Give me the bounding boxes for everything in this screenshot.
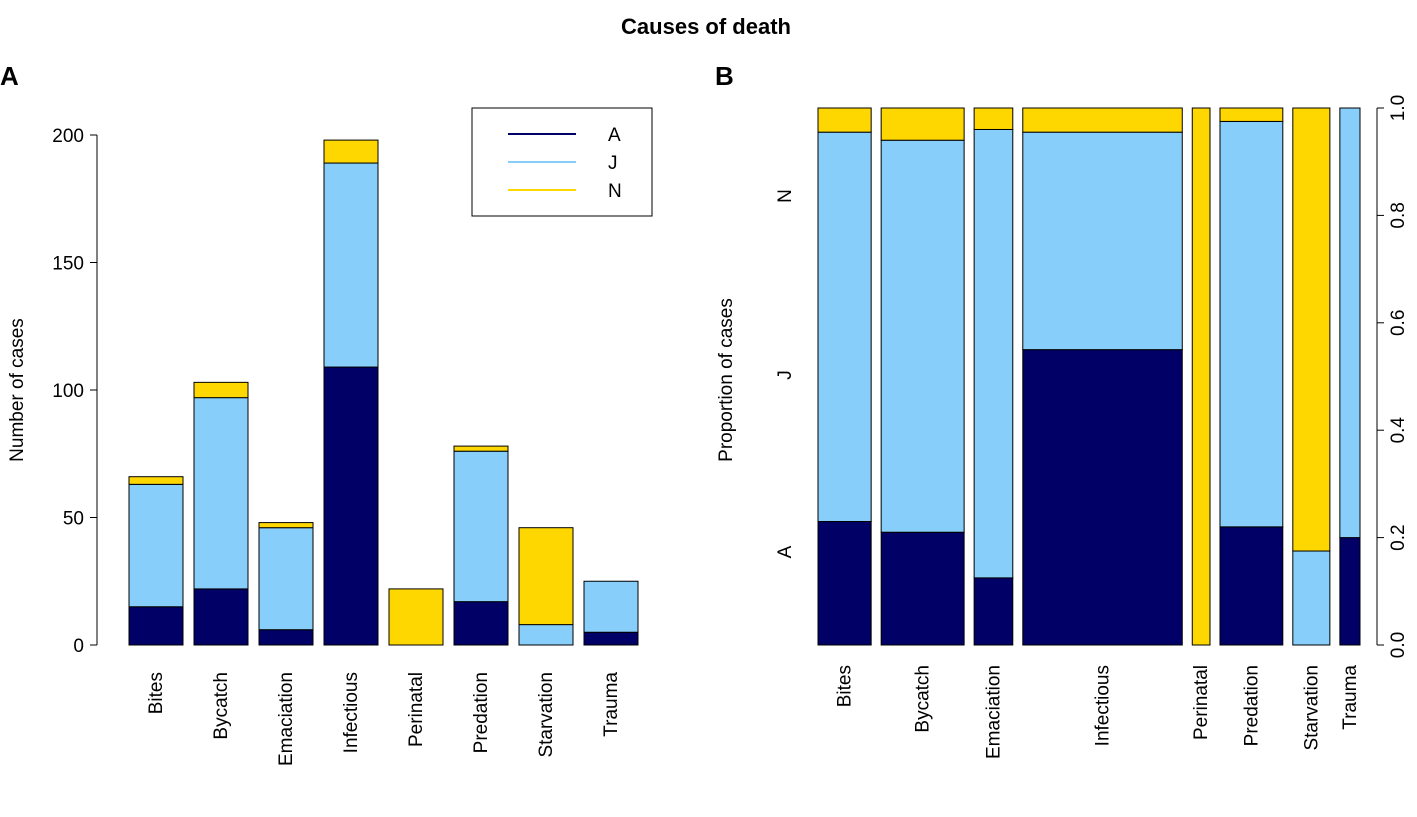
left-group-label-J: J — [775, 370, 796, 380]
bar-segment-N-emaciation — [258, 522, 314, 529]
mosaic-tile-N-emaciation — [973, 107, 1014, 130]
y-tick-label: 150 — [52, 254, 84, 275]
y-tick-label: 1.0 — [1388, 95, 1409, 121]
bar-segment-A-trauma — [583, 631, 639, 646]
bar-segment-J-trauma — [583, 580, 639, 633]
x-category-label: Bycatch — [211, 672, 232, 740]
mosaic-tile-J-trauma — [1339, 107, 1361, 539]
x-category-label: Perinatal — [1191, 665, 1212, 740]
mosaic-tile-A-bycatch — [880, 531, 965, 646]
x-category-label: Emaciation — [983, 665, 1004, 759]
x-category-label: Infectious — [341, 672, 362, 753]
left-group-label-N: N — [775, 189, 796, 203]
mosaic-tile-J-emaciation — [973, 128, 1014, 579]
bar-segment-N-infectious — [323, 139, 379, 164]
x-category-label: Perinatal — [406, 672, 427, 747]
x-category-label: Emaciation — [276, 672, 297, 766]
mosaic-tile-A-trauma — [1339, 537, 1361, 646]
mosaic-tile-J-starvation — [1292, 550, 1331, 646]
bar-segment-N-starvation — [518, 527, 574, 626]
y-tick-label: 0.2 — [1388, 524, 1409, 550]
legend-box — [471, 107, 653, 217]
x-category-label: Trauma — [1340, 665, 1361, 730]
bar-segment-A-predation — [453, 601, 509, 646]
mosaic-tile-J-bycatch — [880, 139, 965, 533]
bar-segment-J-bites — [128, 483, 184, 608]
mosaic-tile-J-predation — [1219, 120, 1284, 528]
y-tick-label: 0.6 — [1388, 310, 1409, 336]
bar-segment-A-bites — [128, 606, 184, 646]
y-tick-label: 50 — [63, 509, 84, 530]
mosaic-tile-N-perinatal — [1191, 107, 1211, 646]
y-tick-label: 0.4 — [1388, 417, 1409, 444]
mosaic-tile-A-predation — [1219, 526, 1284, 646]
x-category-label: Starvation — [536, 672, 557, 758]
bar-segment-A-infectious — [323, 366, 379, 646]
bar-segment-N-predation — [453, 445, 509, 452]
mosaic-tile-J-bites — [817, 131, 872, 522]
legend-label-J: J — [608, 153, 618, 174]
mosaic-tile-J-infectious — [1022, 131, 1183, 351]
bar-segment-J-infectious — [323, 162, 379, 368]
legend-label-N: N — [608, 181, 622, 202]
legend-label-A: A — [608, 125, 621, 146]
panel-b-label: B — [715, 61, 734, 91]
bar-segment-N-bites — [128, 476, 184, 485]
x-category-label: Starvation — [1301, 665, 1322, 751]
y-axis-title: Proportion of cases — [716, 298, 737, 462]
x-category-label: Bites — [146, 672, 167, 714]
y-tick-label: 200 — [52, 126, 84, 147]
x-category-label: Trauma — [601, 672, 622, 737]
bar-segment-A-emaciation — [258, 629, 314, 646]
bar-segment-N-bycatch — [193, 381, 249, 399]
y-axis-title: Number of cases — [7, 318, 28, 462]
y-tick-label: 0 — [73, 636, 84, 657]
x-category-label: Infectious — [1093, 665, 1114, 746]
mosaic-tile-N-predation — [1219, 107, 1284, 122]
bar-segment-J-emaciation — [258, 527, 314, 631]
bar-segment-J-starvation — [518, 624, 574, 646]
mosaic-tile-N-infectious — [1022, 107, 1183, 133]
left-group-label-A: A — [775, 545, 796, 558]
figure-title: Causes of death — [621, 14, 791, 39]
bar-segment-J-bycatch — [193, 397, 249, 590]
x-category-label: Bites — [835, 665, 856, 707]
y-tick-label: 100 — [52, 381, 84, 402]
mosaic-tile-N-bycatch — [880, 107, 965, 141]
bar-segment-J-predation — [453, 450, 509, 603]
x-category-label: Bycatch — [913, 665, 934, 733]
mosaic-tile-A-emaciation — [973, 577, 1014, 646]
mosaic-tile-N-starvation — [1292, 107, 1331, 552]
mosaic-tile-N-bites — [817, 107, 872, 133]
mosaic-tile-A-bites — [817, 520, 872, 646]
y-tick-label: 0.8 — [1388, 202, 1409, 228]
bar-segment-A-bycatch — [193, 588, 249, 646]
panel-a-label: A — [0, 61, 19, 91]
y-tick-label: 0.0 — [1388, 632, 1409, 658]
mosaic-tile-A-infectious — [1022, 349, 1183, 646]
chart-b: Bites Bycatch Emaciation Infectious Perinata… — [716, 95, 1409, 759]
x-category-label: Predation — [471, 672, 492, 753]
x-category-label: Predation — [1241, 665, 1262, 746]
bar-segment-N-perinatal — [388, 588, 444, 646]
chart-a: 0 50 100 150 200 Number of cases Bites Bycatch E… — [7, 107, 653, 766]
